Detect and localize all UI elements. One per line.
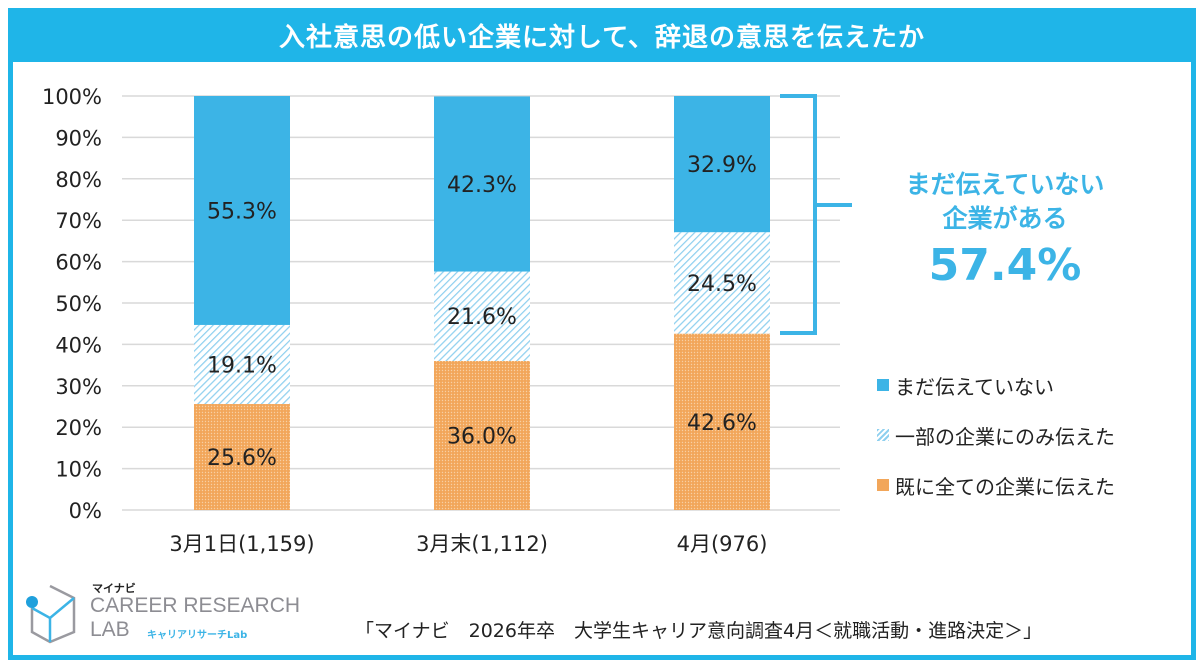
callout-value: 57.4% — [928, 240, 1082, 291]
legend-label: まだ伝えていない — [895, 374, 1054, 399]
x-tick-label: 3月末(1,112) — [416, 532, 548, 556]
x-tick-label: 3月1日(1,159) — [169, 532, 314, 556]
legend-item-not-yet: まだ伝えていない — [877, 360, 1115, 410]
logo-brand: マイナビ — [92, 582, 136, 595]
bracket-annotation — [780, 94, 852, 335]
legend-label: 一部の企業にのみ伝えた — [895, 424, 1115, 449]
source-note: 「マイナビ 2026年卒 大学生キャリア意向調査4月＜就職活動・進路決定＞」 — [355, 620, 1043, 642]
logo-cube-icon — [26, 584, 76, 644]
logo-line1: CAREER RESEARCH — [90, 594, 301, 617]
career-research-lab-logo: マイナビ CAREER RESEARCH LAB キャリアリサーチLab — [22, 580, 302, 646]
callout: まだ伝えていない 企業がある 57.4% — [860, 168, 1150, 296]
bar-segment — [674, 333, 770, 510]
y-tick-label: 100% — [42, 85, 102, 109]
bar-segment — [194, 96, 290, 325]
y-tick-label: 30% — [55, 375, 102, 399]
y-tick-label: 20% — [55, 416, 102, 440]
legend-item-all: 既に全ての企業に伝えた — [877, 460, 1115, 510]
y-tick-label: 80% — [55, 168, 102, 192]
data-label: 55.3% — [207, 199, 277, 224]
bar-segment — [674, 96, 770, 233]
bar-segment — [434, 360, 530, 510]
data-label: 32.9% — [687, 153, 757, 178]
data-label: 21.6% — [447, 305, 517, 330]
data-label: 42.3% — [447, 173, 517, 198]
data-label: 25.6% — [207, 446, 277, 471]
logo-sub: キャリアリサーチLab — [147, 630, 248, 641]
legend-item-partial: 一部の企業にのみ伝えた — [877, 410, 1115, 460]
x-tick-label: 4月(976) — [677, 532, 768, 556]
y-tick-label: 90% — [55, 126, 102, 150]
data-label: 19.1% — [207, 353, 277, 378]
bar-segment — [434, 96, 530, 272]
bar-segment — [434, 271, 530, 361]
data-label: 42.6% — [687, 411, 757, 436]
bar-segment — [674, 232, 770, 334]
y-tick-label: 10% — [55, 458, 102, 482]
y-tick-label: 0% — [69, 499, 102, 523]
data-label: 36.0% — [447, 424, 517, 449]
legend-swatch — [877, 379, 889, 391]
callout-line2: 企業がある — [942, 204, 1068, 233]
legend: まだ伝えていない 一部の企業にのみ伝えた 既に全ての企業に伝えた — [877, 360, 1115, 510]
legend-label: 既に全ての企業に伝えた — [895, 474, 1115, 499]
logo-line2: LAB — [90, 618, 130, 641]
y-tick-label: 50% — [55, 292, 102, 316]
bar-segment — [194, 404, 290, 510]
bar-segment — [194, 324, 290, 405]
y-tick-label: 60% — [55, 251, 102, 275]
chart-title: 入社意思の低い企業に対して、辞退の意思を伝えたか — [8, 8, 1196, 62]
y-tick-label: 40% — [55, 333, 102, 357]
legend-swatch — [877, 479, 889, 491]
y-tick-label: 70% — [55, 209, 102, 233]
data-label: 24.5% — [687, 272, 757, 297]
callout-line1: まだ伝えていない — [905, 170, 1105, 199]
legend-swatch — [877, 429, 889, 441]
